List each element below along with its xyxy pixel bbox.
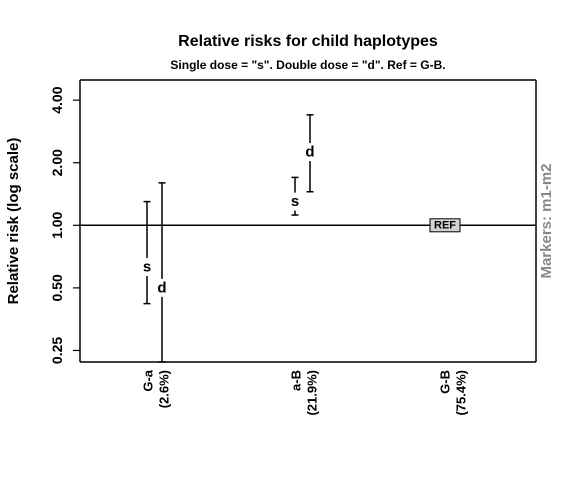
category-name: G-B	[438, 370, 453, 394]
chart-title: Relative risks for child haplotypes	[178, 33, 438, 50]
category-frequency: (21.9%)	[305, 370, 320, 416]
plot-area: 0.25 0.50 1.00 2.00 4.00 G-a (2.6%) a-B (21.9%) G…	[49, 79, 537, 416]
y-tick-label: 2.00	[49, 149, 65, 176]
point-label-s: s	[291, 193, 299, 210]
chart-subtitle: Single dose = "s". Double dose = "d". Re…	[170, 58, 445, 72]
y-axis-label: Relative risk (log scale)	[5, 138, 22, 305]
reference-box	[429, 218, 461, 233]
point-label-d: d	[305, 144, 314, 161]
category-frequency: (75.4%)	[454, 370, 469, 416]
category-name: G-a	[141, 369, 156, 391]
category-frequency: (2.6%)	[157, 370, 172, 408]
category-name: a-B	[289, 370, 304, 391]
y-tick-label: 1.00	[49, 211, 65, 238]
point-label-s: s	[143, 259, 151, 276]
reference-label: REF	[434, 219, 456, 231]
markers-label: Markers: m1-m2	[538, 163, 555, 278]
point-label-d: d	[157, 279, 166, 296]
y-tick-label: 0.50	[49, 274, 65, 301]
y-tick-label: 4.00	[49, 86, 65, 113]
y-tick-label: 0.25	[49, 337, 65, 364]
